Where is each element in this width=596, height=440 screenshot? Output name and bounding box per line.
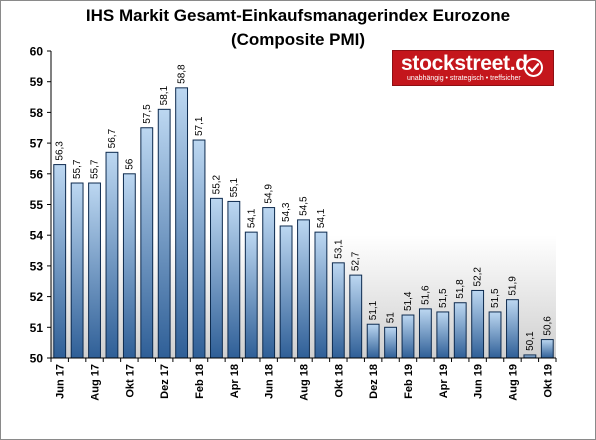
x-tick-label: Aug 19 — [507, 364, 519, 401]
value-label-17: 53,1 — [333, 239, 344, 259]
value-label-15: 54,5 — [299, 196, 310, 216]
y-tick-label: 54 — [30, 229, 44, 243]
y-tick-label: 59 — [30, 75, 44, 89]
plot-area: 56,3 55,7 55,7 56,7 56 57,5 58,1 58,8 57,1 55,2 55… — [30, 45, 557, 401]
bar-19 — [366, 323, 380, 359]
logo-brand-text: stockstreet.de — [401, 52, 540, 75]
x-tick-label: Aug 18 — [299, 364, 311, 401]
value-label-20: 51 — [386, 312, 397, 324]
x-tick-label: Aug 17 — [90, 364, 102, 401]
bar-18 — [349, 274, 363, 359]
value-label-1: 56,3 — [55, 141, 66, 161]
bar-21 — [401, 314, 415, 359]
bar-16 — [314, 231, 328, 359]
bar-6 — [140, 127, 154, 359]
y-tick-label: 52 — [30, 290, 44, 304]
x-tick-label: Jun 17 — [55, 364, 67, 399]
value-label-18: 52,7 — [351, 251, 362, 271]
y-tick-label: 60 — [30, 45, 44, 59]
bar-27 — [506, 299, 519, 359]
y-tick-label: 56 — [30, 167, 44, 181]
value-label-29: 50,6 — [542, 316, 553, 336]
chart-title: IHS Markit Gesamt-Einkaufsmanagerindex E… — [0, 4, 596, 52]
x-tick-label: Feb 18 — [194, 364, 206, 399]
value-label-5: 56 — [124, 158, 135, 170]
value-label-7: 58,1 — [159, 85, 170, 105]
bar-13 — [262, 207, 276, 359]
value-label-6: 57,5 — [142, 104, 153, 124]
value-label-9: 57,1 — [194, 116, 205, 136]
bar-20 — [384, 326, 397, 359]
bar-1 — [53, 164, 67, 359]
bar-12 — [244, 231, 258, 359]
bar-24 — [453, 302, 467, 359]
x-tick-label: Okt 19 — [542, 364, 554, 398]
value-label-24: 51,8 — [455, 279, 466, 299]
checkmark-icon — [524, 58, 543, 77]
bar-10 — [210, 197, 223, 359]
bar-22 — [418, 308, 432, 359]
y-tick-label: 53 — [30, 259, 44, 273]
y-tick-label: 51 — [30, 321, 44, 335]
bar-5 — [122, 173, 136, 359]
x-tick-label: Apr 19 — [438, 364, 450, 398]
y-tick-label: 55 — [30, 198, 44, 212]
bar-7 — [157, 108, 171, 359]
x-tick-label: Feb 19 — [403, 364, 415, 399]
value-label-3: 55,7 — [90, 159, 101, 179]
value-label-8: 58,8 — [177, 64, 188, 84]
bar-17 — [331, 262, 345, 359]
value-label-10: 55,2 — [211, 174, 222, 194]
stockstreet-logo: stockstreet.de unabhängig • strategisch … — [392, 50, 554, 86]
x-tick-label: Jun 18 — [264, 364, 276, 399]
bar-26 — [488, 311, 502, 359]
value-label-11: 55,1 — [229, 178, 240, 198]
logo-tagline: unabhängig • strategisch • treffsicher — [407, 75, 521, 82]
bar-2 — [70, 182, 84, 359]
y-tick-label: 58 — [30, 106, 44, 120]
value-label-26: 51,5 — [490, 288, 501, 308]
value-label-16: 54,1 — [316, 208, 327, 228]
bar-25 — [471, 289, 485, 359]
x-tick-label: Jun 19 — [473, 364, 485, 399]
bar-23 — [436, 311, 450, 359]
chart-title-line-2: (Composite PMI) — [230, 30, 366, 49]
value-label-19: 51,1 — [368, 300, 379, 320]
value-label-28: 50,1 — [525, 331, 536, 351]
bar-8 — [175, 87, 189, 359]
value-label-22: 51,6 — [420, 285, 431, 305]
value-label-25: 52,2 — [473, 267, 484, 287]
chart-title-line-1: IHS Markit Gesamt-Einkaufsmanagerindex E… — [85, 6, 511, 25]
bar-14 — [279, 225, 293, 359]
value-label-4: 56,7 — [107, 128, 118, 148]
bar-4 — [105, 151, 119, 359]
bar-11 — [227, 200, 241, 359]
x-tick-label: Dez 17 — [159, 364, 171, 399]
value-label-12: 54,1 — [246, 208, 257, 228]
x-tick-label: Apr 18 — [229, 364, 241, 398]
value-label-14: 54,3 — [281, 202, 292, 222]
y-tick-label: 57 — [30, 137, 44, 151]
bar-3 — [88, 182, 101, 359]
value-label-23: 51,5 — [438, 288, 449, 308]
x-tick-label: Okt 18 — [333, 364, 345, 398]
bar-15 — [297, 219, 310, 359]
value-label-27: 51,9 — [507, 276, 518, 296]
value-label-2: 55,7 — [72, 159, 83, 179]
x-tick-label: Okt 17 — [124, 364, 136, 398]
x-tick-label: Dez 18 — [368, 364, 380, 399]
value-label-13: 54,9 — [264, 184, 275, 204]
value-label-21: 51,4 — [403, 291, 414, 311]
bar-29 — [540, 339, 554, 359]
bar-9 — [192, 139, 206, 359]
y-tick-label: 50 — [30, 352, 44, 366]
